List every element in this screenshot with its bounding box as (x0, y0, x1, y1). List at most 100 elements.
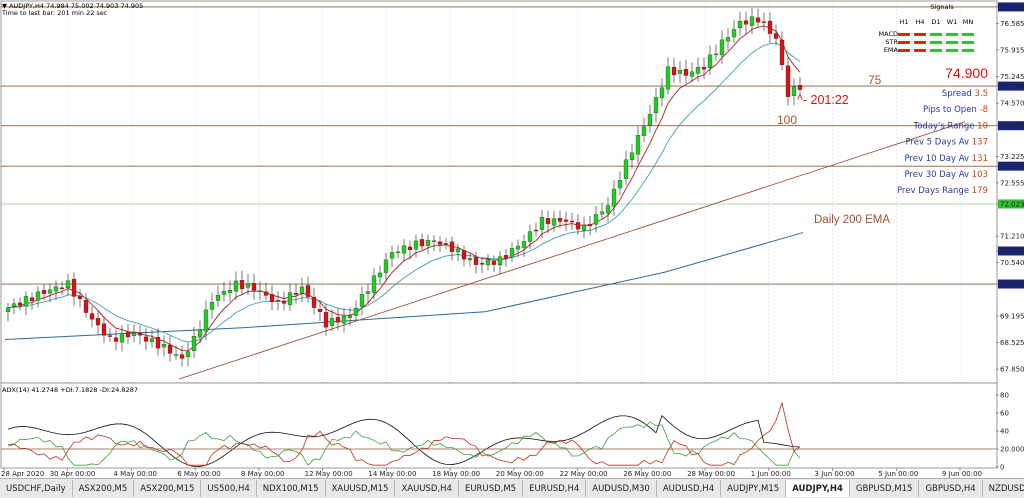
tab-gbpusd-h4[interactable]: GBPUSD,H4 (919, 480, 983, 497)
price-plot-area[interactable] (0, 0, 998, 384)
candle-bull (725, 37, 731, 42)
candle-bull (371, 275, 377, 293)
y-tick-label: 75.915 (1000, 46, 1024, 54)
horizontal-levels (1, 6, 996, 285)
tab-us500-h4[interactable]: US500,H4 (201, 480, 257, 497)
adx-tick-label: 60 (1000, 410, 1009, 418)
candle-bull (287, 292, 293, 306)
candle-bear (767, 20, 773, 34)
tab-xauusd-m15[interactable]: XAUUSD,M15 (326, 480, 396, 497)
tab-usdchf-daily[interactable]: USDCHF,Daily (0, 480, 73, 497)
tab-audusd-h4[interactable]: AUDUSD,H4 (657, 480, 722, 497)
candle-bear (137, 333, 143, 336)
y-tick-label: 74.570 (1000, 100, 1024, 108)
tab-eurusd-h4[interactable]: EURUSD,H4 (523, 480, 587, 497)
tab-ndx100-m15[interactable]: NDX100,M15 (257, 480, 326, 497)
y-tick-label: 75.000 (1000, 83, 1024, 91)
tab-audjpy-m15[interactable]: AUDJPY,M15 (721, 480, 787, 497)
candle-bear (95, 318, 101, 326)
info-row-label: Prev 30 Day Av (904, 170, 971, 180)
adx-panel[interactable] (0, 382, 998, 469)
tab-gbpusd-m15[interactable]: GBPUSD,M15 (850, 480, 920, 497)
tab-eurusd-m5[interactable]: EURUSD,M5 (459, 480, 524, 497)
tab-audjpy-h4[interactable]: AUDJPY,H4 (786, 480, 850, 497)
ema-mid-line (7, 42, 801, 343)
candle-bear (437, 241, 443, 245)
x-tick-label: 5 Jun 00:00 (878, 470, 918, 478)
adx-tick-label: 40 (1000, 428, 1009, 436)
signal-indicator (962, 49, 974, 52)
candle-bull (413, 240, 419, 250)
signals-col-label: D1 (931, 18, 940, 26)
signals-col-label: MN (963, 18, 974, 26)
candle-bear (107, 335, 113, 337)
minus-di-line (7, 401, 801, 466)
tab-xauusd-h4[interactable]: XAUUSD,H4 (395, 480, 459, 497)
candle-bear (533, 229, 539, 232)
y-tick-label: 67.850 (1000, 366, 1024, 374)
signal-indicator (962, 33, 974, 36)
tab-asx200-m5[interactable]: ASX200,M5 (73, 480, 135, 497)
candle-bear (473, 257, 479, 265)
candle-bear (407, 246, 413, 251)
y-tick-label: 75.245 (1000, 73, 1024, 81)
y-price-label-box (998, 246, 1024, 256)
y-tick-label: 70.540 (1000, 259, 1024, 267)
tab-nzdusd-m30[interactable]: NZDUSD,M30 (983, 480, 1024, 497)
candle-bear (239, 280, 245, 290)
candle-bear (797, 85, 803, 90)
symbol-tab-bar: USDCHF,Daily ASX200,M5 ASX200,M15 US500,… (0, 478, 1024, 498)
candle-bull (185, 351, 191, 358)
candle-bear (701, 67, 707, 70)
candle-bull (23, 296, 29, 307)
signal-indicator (914, 49, 926, 52)
candle-bull (431, 240, 437, 242)
ema-200-polyline (4, 232, 804, 340)
candle-bear (263, 291, 269, 296)
y-tick-label: 72.555 (1000, 179, 1024, 187)
signal-indicator (946, 49, 958, 52)
info-row-label: Prev 5 Days Av (905, 138, 971, 148)
candle-bull (377, 272, 383, 278)
candle-bull (149, 338, 155, 342)
candle-bear (275, 300, 281, 302)
candle-bear (83, 300, 89, 313)
candle-bull (215, 294, 221, 301)
candle-bull (695, 67, 701, 74)
candle-bear (59, 287, 65, 289)
candle-bear (305, 285, 311, 297)
x-tick-label: 18 May 00:00 (432, 470, 480, 478)
candlesticks (5, 7, 803, 367)
symbol-header: ▼ AUDJPY,H4 74.984 75.002 74.903 74.905 (2, 2, 143, 10)
signal-indicator (946, 41, 958, 44)
adx-tick-label: 0 (1000, 464, 1004, 472)
daily-200-ema-label: Daily 200 EMA (814, 214, 890, 226)
candle-bull (191, 336, 197, 351)
tab-audusd-m30[interactable]: AUDUSD,M30 (586, 480, 657, 497)
candle-bull (647, 114, 653, 126)
tab-asx200-m15[interactable]: ASX200,M15 (134, 480, 202, 497)
x-tick-label: 9 Jun 00:00 (942, 470, 982, 478)
info-row: Prev 5 Days Av 137 (905, 138, 988, 148)
x-tick-label: 6 May 00:00 (177, 470, 221, 478)
candle-bear (773, 33, 779, 39)
signals-row-label: MACD (879, 30, 898, 38)
candle-bear (743, 20, 749, 25)
x-tick-label: 26 May 00:00 (623, 470, 671, 478)
candle-bear (503, 255, 509, 259)
candle-bull (131, 332, 137, 336)
candle-bull (551, 218, 557, 226)
candle-bull (641, 126, 647, 136)
signal-indicator (898, 33, 910, 36)
x-tick-label: 1 Jun 00:00 (751, 470, 791, 478)
info-row: Prev 30 Day Av 103 (904, 170, 988, 180)
info-row-value: 137 (972, 138, 988, 148)
info-row-value: 3.5 (974, 89, 988, 99)
candle-bear (113, 337, 119, 342)
y-tick-label: 74.000 (1000, 122, 1024, 130)
info-row-label: Spread (942, 89, 975, 99)
candle-bear (335, 316, 341, 323)
x-tick-label: 30 Apr 00:00 (50, 470, 96, 478)
candle-bear (89, 313, 95, 320)
